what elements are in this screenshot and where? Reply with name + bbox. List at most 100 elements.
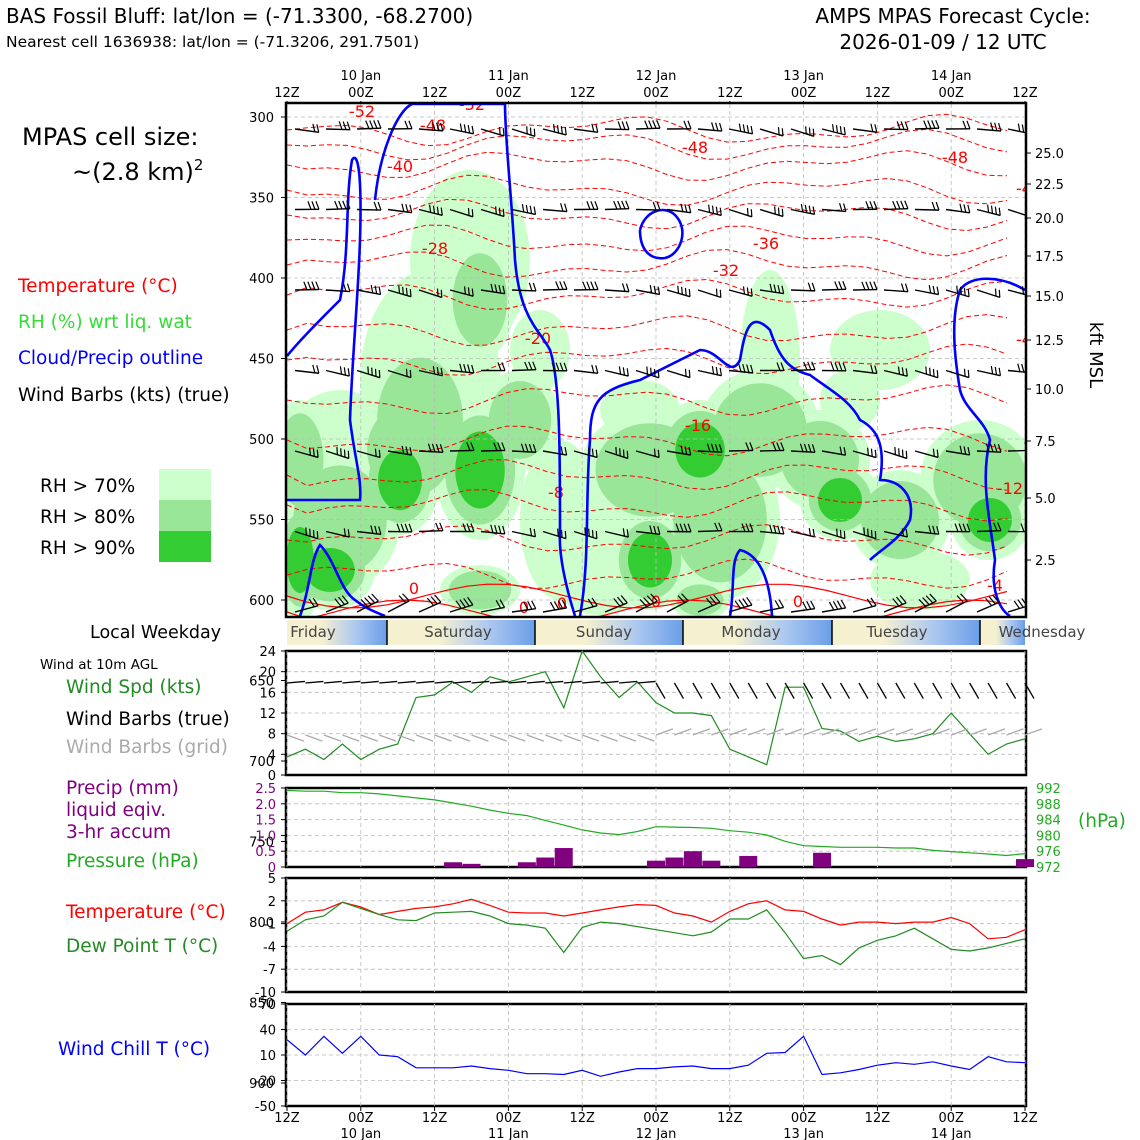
wind-barb-feather — [1029, 524, 1032, 532]
wind-barb-feather — [564, 530, 567, 539]
wind-barb-feather — [430, 843, 435, 851]
wind-barb-feather — [776, 682, 780, 690]
wind-barb — [605, 926, 627, 934]
wind-barb-feather — [899, 595, 907, 604]
wind-barb — [325, 450, 350, 460]
legend-precip-liquid: liquid eqiv. — [66, 800, 166, 821]
wind-barb-feather — [770, 761, 775, 769]
wind-barb-feather — [904, 283, 909, 292]
precip-bar — [444, 862, 463, 867]
wind-barb-feather — [987, 916, 994, 923]
wind-barb-true — [379, 680, 398, 684]
wind-barb-feather — [647, 1074, 655, 1080]
wind-barb-feather — [643, 597, 651, 606]
wind-barb-grid — [711, 728, 729, 736]
wind-barb-feather — [408, 523, 413, 533]
wind-barb — [542, 208, 567, 213]
wind-barb-feather — [649, 919, 655, 926]
wind-barb-feather — [967, 289, 970, 297]
wind-barb-feather — [868, 675, 874, 682]
temperature-contour-label: -52 — [349, 102, 375, 121]
wind-barb-feather — [371, 367, 373, 376]
wind-barb-feather — [564, 203, 568, 212]
wind-barb-feather — [344, 839, 349, 847]
top-tick-label: 12Z — [569, 86, 595, 101]
wind-barb-feather — [613, 598, 621, 607]
wind-barb-grid — [784, 728, 803, 736]
wind-barb — [356, 208, 382, 211]
bottom-tick-label: 12Z — [422, 1111, 448, 1126]
temperature-contour-label: -8 — [548, 483, 564, 502]
wind-barb — [574, 845, 596, 854]
wind-barb — [387, 600, 410, 613]
wind-barb-feather — [401, 286, 404, 295]
wind-barb — [418, 529, 444, 533]
wind-barb-feather — [519, 839, 526, 846]
cloud-outline — [578, 320, 913, 616]
wind-barb-feather — [900, 756, 906, 763]
wind-barb — [543, 1005, 565, 1014]
wind-barb-feather — [830, 362, 835, 371]
wind-barb — [821, 208, 846, 213]
wind-barb-feather — [1017, 599, 1024, 608]
wind-barb-feather — [750, 125, 754, 134]
wind-barb-true — [1005, 682, 1017, 699]
pressure-tick-label: 450 — [249, 353, 274, 368]
wind-barb-feather — [343, 367, 347, 376]
wind-barb-feather — [780, 442, 785, 451]
wind-barb-feather — [985, 597, 993, 606]
wind-barb — [853, 924, 875, 934]
wind-barb-feather — [316, 449, 319, 458]
wind-barb-feather — [997, 762, 1001, 770]
wind-barb-feather — [988, 843, 993, 851]
wind-barb-true — [471, 680, 490, 684]
top-time-axis: 12Z 00Z 12Z 00Z 12Z 00Z 12Z 00Z 12Z 00Z 12Z 10 Jan 1… — [274, 69, 1038, 104]
wind-barb-feather — [900, 200, 905, 210]
wind-barb-feather — [528, 282, 533, 291]
top-day-label: 14 Jan — [931, 69, 972, 84]
weekday-cell — [287, 620, 387, 645]
wind-barb-feather — [563, 362, 568, 371]
windchill-panel: 70 40 10 -20 -50 — [255, 998, 1028, 1115]
rh-contour-fill — [818, 478, 862, 522]
panel-ytick-label: 0 — [268, 861, 276, 876]
wind-barb — [853, 762, 874, 773]
panel-ytick-label: 1.0 — [255, 829, 276, 844]
wind-barb — [1008, 846, 1031, 853]
wind-barb-feather — [778, 599, 785, 608]
wind-barb-feather — [734, 600, 741, 609]
wind-barb-feather — [833, 837, 840, 844]
wind-barb-feather — [432, 122, 436, 131]
wind-barb-feather — [374, 448, 377, 457]
wind-barb-feather — [588, 528, 590, 537]
wind-barb-feather — [958, 994, 966, 1001]
wind-barb-feather — [772, 442, 777, 451]
wind-barb-feather — [742, 1076, 749, 1083]
wind-barb-feather — [953, 763, 958, 771]
wind-barb-feather — [551, 839, 558, 846]
top-tick-label: 00Z — [348, 86, 374, 101]
wind-barb-feather — [343, 449, 346, 458]
wind-barb-feather — [494, 524, 498, 534]
wind-barb-feather — [315, 201, 320, 210]
pressure-tick-label: 700 — [249, 755, 274, 770]
wind-barb-grid — [914, 728, 932, 736]
wind-barb-feather — [962, 523, 967, 532]
wind-barb-feather — [401, 445, 405, 454]
kft-tick-label: 7.5 — [1035, 435, 1056, 450]
wind-barb-feather — [497, 836, 503, 843]
bottom-tick-label: 12Z — [274, 1111, 300, 1126]
wind-barb — [604, 450, 629, 460]
wind-barb-feather — [595, 449, 598, 458]
wind-barb-grid — [748, 728, 766, 736]
top-day-label: 13 Jan — [783, 69, 824, 84]
wind-barb-feather — [836, 528, 838, 537]
wind-barb-feather — [425, 919, 432, 926]
zero-degree-contour — [287, 599, 1008, 616]
pressure-tick-label: 980 — [1036, 829, 1061, 844]
wind-barb-feather — [586, 281, 591, 290]
wind-barb-true — [839, 682, 851, 699]
wind-barb-feather — [338, 200, 343, 210]
wind-barb-feather — [368, 1074, 376, 1080]
weekday-name: Monday — [721, 623, 780, 641]
